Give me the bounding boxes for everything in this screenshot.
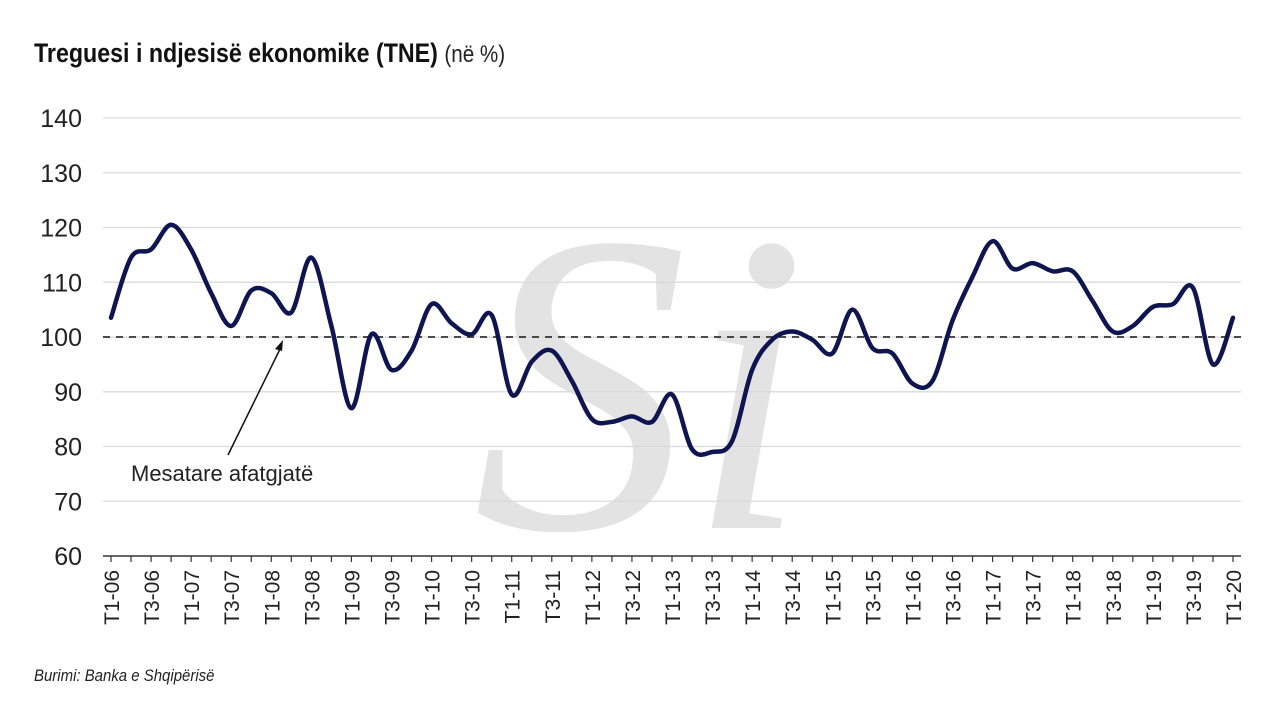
annotation-group: Mesatare afatgjatë (131, 340, 313, 486)
x-tick-label: T3-15 (862, 570, 885, 625)
x-tick-label: T1-10 (422, 570, 445, 625)
y-axis: 60 70 80 90 100 110 120 130 140 (40, 105, 82, 571)
y-tick-label: 70 (54, 488, 82, 516)
x-tick-label: T1-09 (341, 570, 364, 625)
annotation-label: Mesatare afatgjatë (131, 461, 313, 486)
y-tick-label: 80 (54, 434, 82, 462)
y-tick-label: 140 (40, 105, 82, 133)
x-axis: T1-06 T3-06 T1-07 T3-07 T1-08 T3-08 T1-09 T3-09… (101, 555, 1246, 625)
x-tick-label: T3-13 (702, 570, 725, 625)
x-tick-label: T3-09 (382, 570, 405, 625)
x-tick-label: T3-11 (542, 570, 565, 623)
y-tick-label: 90 (54, 379, 82, 407)
y-tick-label: 130 (40, 160, 82, 188)
x-tick-label: T3-17 (1023, 570, 1046, 625)
x-tick-label: T1-07 (181, 570, 204, 625)
series-group (108, 222, 1236, 457)
x-tick-label: T1-20 (1223, 570, 1246, 625)
x-tick-label: T1-06 (101, 570, 124, 625)
source-note: Burimi: Banka e Shqipërisë (34, 666, 215, 685)
gridlines (103, 117, 1241, 502)
x-tick-label: T1-14 (742, 570, 765, 625)
x-tick-label: T1-08 (261, 570, 284, 625)
x-tick-label: T3-07 (221, 570, 244, 625)
x-tick-label: T1-15 (822, 570, 845, 625)
y-tick-label: 60 (54, 543, 82, 571)
chart-title: Treguesi i ndjesisë ekonomike (TNE) (në … (34, 38, 505, 69)
x-tick-label: T1-17 (983, 570, 1006, 625)
x-tick-label: T1-13 (662, 570, 685, 625)
x-tick-label: T3-16 (943, 570, 966, 625)
annotation-arrow (227, 344, 283, 456)
x-tick-label: T3-08 (301, 570, 324, 625)
chart-title-main: Treguesi i ndjesisë ekonomike (TNE) (34, 38, 438, 68)
series-line (108, 222, 1236, 457)
x-tick-label: T1-11 (502, 570, 525, 623)
y-tick-label: 110 (42, 269, 82, 297)
x-tick-label: T3-10 (462, 570, 485, 625)
annotation-arrowhead (275, 340, 283, 351)
x-tick-label: T3-12 (622, 570, 645, 625)
x-tick-label: T1-18 (1063, 570, 1086, 625)
watermark-logo: Si (473, 146, 807, 622)
watermark-text: Si (473, 146, 807, 622)
x-tick-label: T1-19 (1143, 570, 1166, 625)
x-tick-label: T3-18 (1103, 570, 1126, 625)
x-tick-label: T1-16 (902, 570, 925, 625)
chart-title-unit: (në %) (444, 41, 506, 68)
x-tick-label: T3-19 (1183, 570, 1206, 625)
x-tick-label: T3-06 (141, 570, 164, 625)
x-tick-label: T1-12 (582, 570, 605, 625)
y-tick-label: 120 (40, 215, 82, 243)
y-tick-label: 100 (40, 324, 82, 352)
x-tick-label: T3-14 (782, 570, 805, 625)
